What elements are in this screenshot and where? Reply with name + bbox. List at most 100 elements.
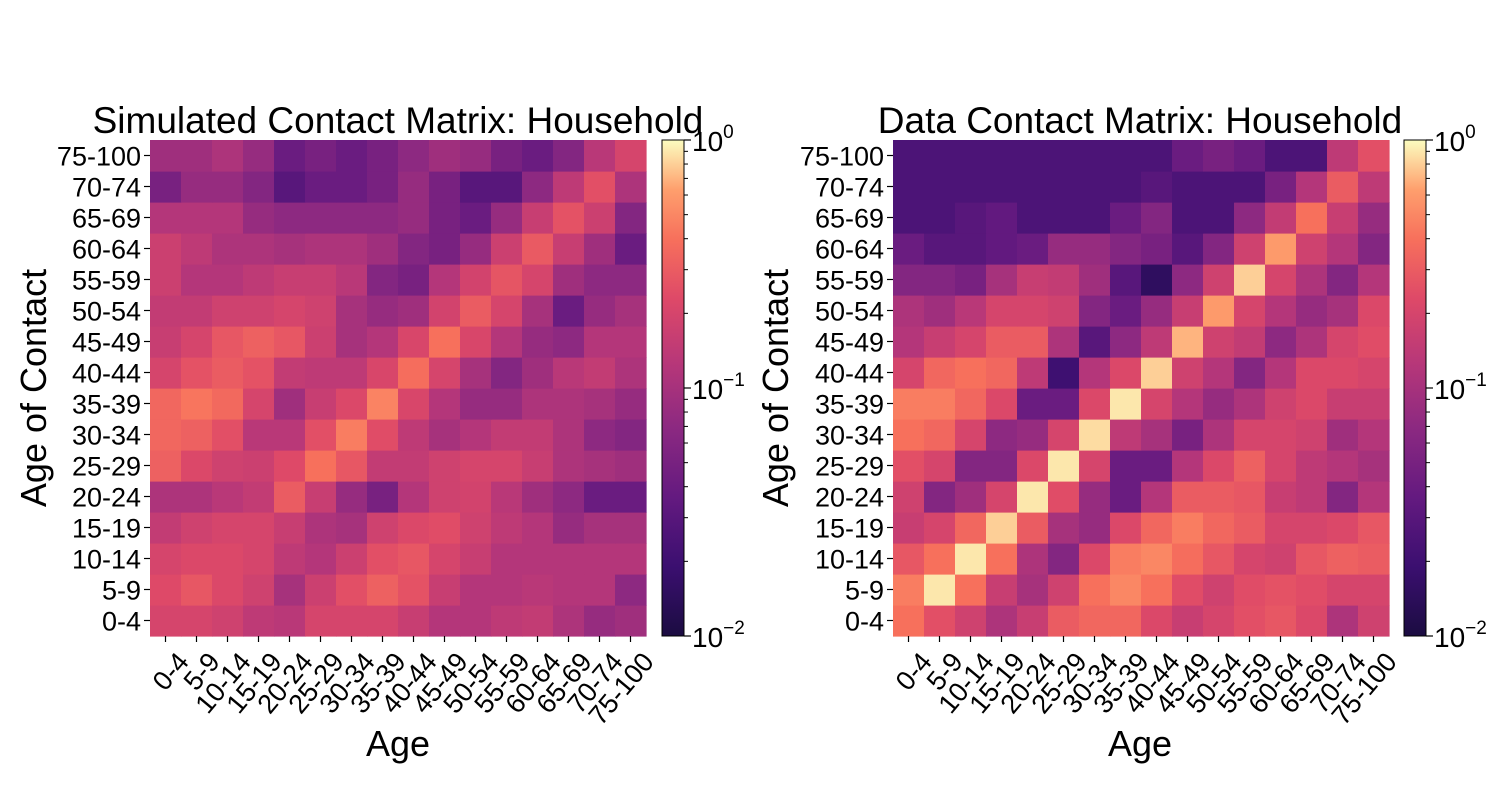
heatmap-cell (212, 574, 244, 606)
heatmap-cell (1141, 202, 1173, 234)
heatmap-cell (553, 543, 585, 575)
colorbar-tick-label: 10−2 (692, 618, 745, 653)
heatmap-cell (893, 140, 925, 172)
heatmap-cell (181, 605, 213, 637)
heatmap-cell (1327, 171, 1359, 203)
heatmap-cell (1296, 357, 1328, 389)
heatmap-cell (491, 388, 523, 420)
heatmap-cell (1203, 543, 1235, 575)
heatmap-cell (398, 605, 430, 637)
x-ticks-data: 0-45-910-1415-1920-2425-2930-3435-3940-4… (890, 636, 1403, 731)
heatmap-cell (1296, 605, 1328, 637)
heatmap-cell (893, 419, 925, 451)
heatmap-cell (1048, 295, 1080, 327)
heatmap-cell (1141, 543, 1173, 575)
heatmap-cell (986, 295, 1018, 327)
heatmap-cell (1141, 450, 1173, 482)
heatmap-cell (336, 512, 368, 544)
heatmap-cell (305, 202, 337, 234)
heatmap-cell (1017, 140, 1049, 172)
heatmap-cell (274, 450, 306, 482)
heatmap-cell (1296, 419, 1328, 451)
heatmap-cell (398, 140, 430, 172)
y-tick-label: 0-4 (102, 607, 141, 637)
heatmap-cell (367, 357, 399, 389)
heatmap-cell (274, 357, 306, 389)
heatmap-cell (1079, 140, 1111, 172)
heatmap-cell (243, 605, 275, 637)
heatmap-cell (1234, 450, 1266, 482)
heatmap-cell (1110, 574, 1142, 606)
heatmap-cell (1141, 388, 1173, 420)
heatmap-cell (1234, 512, 1266, 544)
heatmap-cell (1203, 233, 1235, 265)
heatmap-cell (367, 233, 399, 265)
heatmap-cell (460, 574, 492, 606)
heatmap-cell (1327, 233, 1359, 265)
heatmap-cell (274, 388, 306, 420)
heatmap-cell (986, 388, 1018, 420)
heatmap-cell (553, 574, 585, 606)
heatmap-cell (986, 202, 1018, 234)
heatmap-cell (181, 450, 213, 482)
heatmap-cell (955, 326, 987, 358)
heatmap-cell (1017, 512, 1049, 544)
heatmap-cell (553, 202, 585, 234)
heatmap-cell (429, 171, 461, 203)
heatmap-cell (367, 574, 399, 606)
heatmap-cell (522, 140, 554, 172)
heatmap-cell (367, 264, 399, 296)
heatmap-cell (336, 419, 368, 451)
heatmap-cell (336, 140, 368, 172)
heatmap-cell (553, 357, 585, 389)
heatmap-cell (924, 140, 956, 172)
heatmap-cell (924, 605, 956, 637)
heatmap-cell (1327, 264, 1359, 296)
heatmap-cell (1172, 605, 1204, 637)
heatmap-cell (367, 605, 399, 637)
heatmap-cell (986, 233, 1018, 265)
panel-title-simulated: Simulated Contact Matrix: Household (93, 100, 704, 141)
heatmap-cell (1234, 202, 1266, 234)
heatmap-cell (1110, 419, 1142, 451)
heatmap-cell (1110, 388, 1142, 420)
heatmap-cell (1265, 357, 1297, 389)
heatmap-cell (1172, 419, 1204, 451)
heatmap-cell (553, 295, 585, 327)
heatmap-cell (1296, 388, 1328, 420)
heatmap-cell (1079, 450, 1111, 482)
heatmap-cell (924, 202, 956, 234)
heatmap-cell (1017, 388, 1049, 420)
heatmap-cell (893, 574, 925, 606)
heatmap-cell (1172, 512, 1204, 544)
y-tick-label: 30-34 (72, 421, 141, 451)
heatmap-cell (429, 419, 461, 451)
heatmap-cell (893, 512, 925, 544)
heatmap-cell (398, 574, 430, 606)
heatmap-cell (615, 388, 647, 420)
heatmap-cell (1017, 326, 1049, 358)
heatmap-cell (1327, 388, 1359, 420)
heatmap-cell (1079, 574, 1111, 606)
heatmap-cell (243, 388, 275, 420)
heatmap-simulated (150, 140, 647, 637)
heatmap-cell (1327, 605, 1359, 637)
heatmap-cell (1048, 202, 1080, 234)
y-tick-label: 35-39 (72, 390, 141, 420)
y-tick-label: 20-24 (815, 483, 884, 513)
heatmap-cell (212, 140, 244, 172)
heatmap-cell (274, 295, 306, 327)
heatmap-cell (522, 357, 554, 389)
heatmap-cell (584, 233, 616, 265)
heatmap-cell (1203, 481, 1235, 513)
heatmap-cell (243, 202, 275, 234)
heatmap-cell (986, 171, 1018, 203)
heatmap-cell (491, 326, 523, 358)
heatmap-cell (398, 543, 430, 575)
heatmap-cell (243, 543, 275, 575)
heatmap-cell (150, 233, 182, 265)
heatmap-cell (1265, 605, 1297, 637)
heatmap-cell (181, 264, 213, 296)
heatmap-cell (986, 140, 1018, 172)
heatmap-cell (274, 481, 306, 513)
